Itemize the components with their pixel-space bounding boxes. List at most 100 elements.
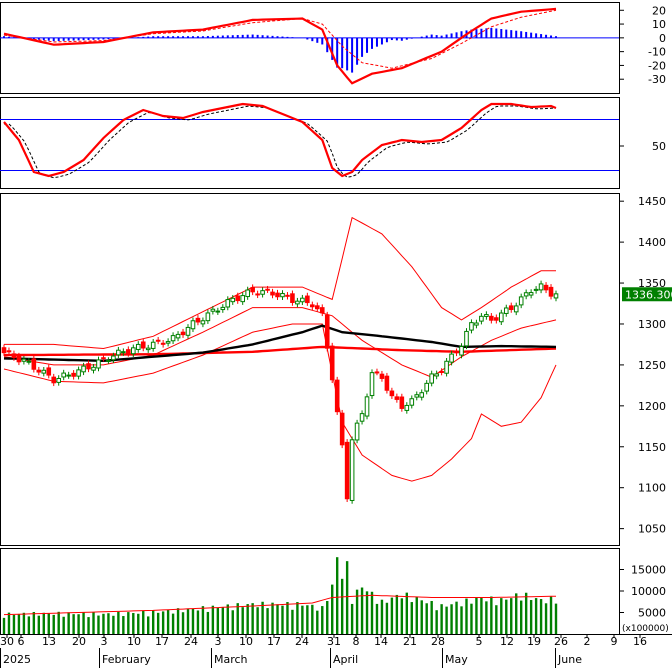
candle-body bbox=[384, 375, 390, 391]
month-label: April bbox=[333, 653, 358, 666]
volume-bar bbox=[52, 614, 55, 634]
x-tick-label: 30 bbox=[0, 635, 14, 648]
candle-body bbox=[474, 322, 479, 326]
candle-body bbox=[265, 288, 270, 291]
volume-bar bbox=[365, 591, 369, 634]
volume-bar bbox=[221, 607, 225, 634]
candle-body bbox=[444, 360, 449, 374]
volume-bar bbox=[534, 598, 538, 634]
volume-bar bbox=[519, 600, 523, 634]
volume-bar bbox=[321, 606, 324, 634]
volume-bar bbox=[92, 612, 95, 634]
volume-bar bbox=[132, 612, 135, 634]
x-tick-label: 19 bbox=[527, 635, 541, 648]
candle-body bbox=[280, 292, 285, 298]
y-tick-label: 10 bbox=[652, 18, 666, 31]
candle-body bbox=[230, 297, 236, 303]
bollinger-middle bbox=[3, 307, 557, 378]
volume-unit-box bbox=[620, 622, 672, 633]
volume-bar bbox=[410, 602, 413, 634]
volume-bar bbox=[331, 584, 334, 634]
x-tick-label: 12 bbox=[500, 635, 514, 648]
volume-average-line bbox=[3, 594, 557, 616]
x-tick-label: 31 bbox=[327, 635, 341, 648]
volume-bar bbox=[524, 592, 528, 634]
candle-body bbox=[195, 317, 201, 323]
volume-bar bbox=[400, 598, 404, 634]
volume-bar bbox=[251, 603, 254, 634]
volume-bar bbox=[181, 612, 185, 634]
candle-body bbox=[394, 396, 400, 400]
candle-body bbox=[111, 355, 116, 361]
candle-body bbox=[305, 295, 310, 304]
rsi-frame bbox=[0, 97, 620, 189]
candle-body bbox=[135, 343, 141, 350]
y-tick-label: 1100 bbox=[638, 482, 666, 495]
x-tick-label: 10 bbox=[127, 635, 141, 648]
candle-body bbox=[379, 373, 385, 379]
candle-body bbox=[250, 287, 255, 293]
candle-body bbox=[220, 306, 226, 311]
month-label: March bbox=[214, 653, 248, 666]
volume-bar bbox=[405, 592, 409, 634]
last-price-label: 1336.300 bbox=[625, 288, 672, 301]
x-tick-label: 3 bbox=[215, 635, 222, 648]
volume-bar bbox=[390, 597, 394, 634]
candle-body bbox=[300, 297, 305, 303]
volume-bar bbox=[425, 603, 428, 634]
candle-body bbox=[404, 404, 410, 411]
volume-bar bbox=[166, 609, 170, 634]
candle-body bbox=[11, 353, 17, 359]
volume-bar bbox=[350, 603, 354, 634]
candle-body bbox=[205, 312, 211, 322]
candle-body bbox=[424, 382, 430, 392]
candle-body bbox=[319, 307, 325, 314]
volume-bar bbox=[256, 607, 259, 634]
candle-body bbox=[518, 296, 524, 306]
volume-bar bbox=[2, 617, 6, 634]
volume-bar bbox=[495, 605, 498, 634]
volume-bar bbox=[271, 602, 274, 634]
volume-bar bbox=[460, 606, 463, 634]
volume-bar bbox=[370, 591, 374, 634]
volume-bar bbox=[117, 611, 120, 634]
x-tick-label: 21 bbox=[403, 635, 417, 648]
candle-body bbox=[140, 341, 146, 349]
x-tick-label: 16 bbox=[633, 635, 647, 648]
y-tick-label: 1200 bbox=[638, 400, 666, 413]
volume-bar bbox=[440, 604, 443, 634]
month-label: May bbox=[445, 653, 468, 666]
volume-bar bbox=[137, 613, 140, 634]
volume-bar bbox=[127, 612, 130, 634]
volume-bar bbox=[345, 561, 349, 634]
candle-body bbox=[484, 314, 489, 317]
x-tick-label: 26 bbox=[554, 635, 568, 648]
candle-body bbox=[344, 441, 350, 500]
candle-body bbox=[528, 292, 534, 296]
macd-line bbox=[3, 7, 557, 85]
volume-bar bbox=[529, 600, 533, 634]
volume-bar bbox=[485, 601, 488, 634]
y-tick-label: -10 bbox=[648, 46, 666, 59]
volume-bar bbox=[201, 606, 205, 634]
candle-body bbox=[160, 342, 166, 345]
volume-bar bbox=[286, 602, 289, 634]
candle-body bbox=[56, 377, 62, 383]
candle-body bbox=[354, 422, 360, 441]
volume-bar bbox=[515, 593, 518, 634]
candle-body bbox=[469, 322, 474, 331]
volume-bar bbox=[549, 596, 553, 634]
x-tick-label: 20 bbox=[72, 635, 86, 648]
candle-body bbox=[150, 341, 156, 349]
candle-body bbox=[553, 293, 559, 299]
volume-bar bbox=[276, 604, 279, 634]
candle-body bbox=[26, 360, 32, 363]
month-label: 2025 bbox=[3, 653, 31, 666]
candle-body bbox=[543, 284, 549, 291]
volume-bar bbox=[375, 603, 379, 634]
volume-bar bbox=[435, 610, 438, 634]
x-tick-label: 17 bbox=[267, 635, 281, 648]
volume-bar bbox=[107, 613, 110, 634]
volume-bar bbox=[385, 602, 389, 634]
volume-bar bbox=[191, 608, 195, 634]
